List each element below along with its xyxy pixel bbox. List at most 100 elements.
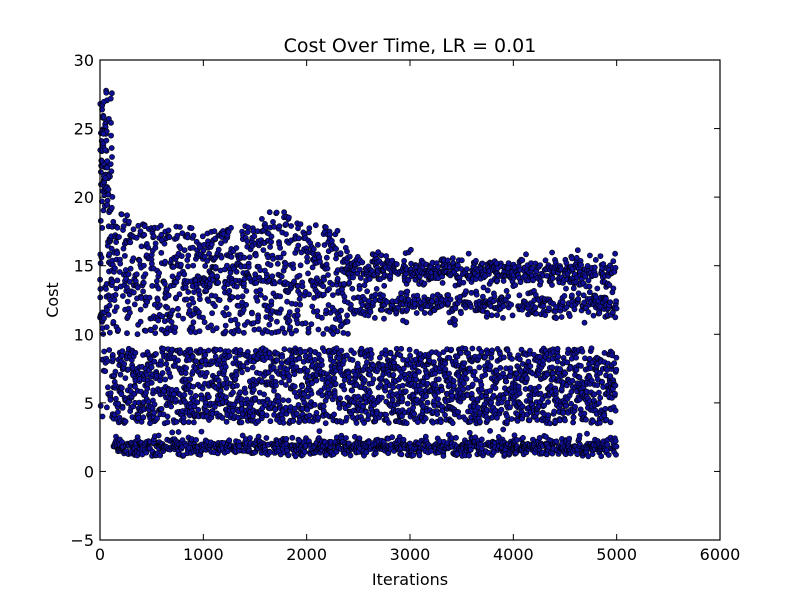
data-point xyxy=(234,294,241,301)
data-point xyxy=(424,380,431,387)
data-point xyxy=(503,378,510,385)
data-point xyxy=(449,420,456,426)
data-point xyxy=(573,354,579,361)
data-point xyxy=(291,371,298,378)
data-point xyxy=(562,370,569,377)
data-point xyxy=(224,262,230,269)
data-point xyxy=(517,356,523,363)
data-point xyxy=(337,395,343,402)
data-point xyxy=(263,412,270,419)
data-point xyxy=(546,305,552,311)
data-point xyxy=(341,386,348,393)
data-point xyxy=(516,390,523,397)
data-point xyxy=(473,291,480,298)
data-point xyxy=(262,295,268,301)
data-point xyxy=(468,303,474,310)
data-point xyxy=(226,437,233,444)
data-point xyxy=(152,324,158,331)
data-point xyxy=(435,396,441,402)
data-point xyxy=(569,377,576,384)
data-point xyxy=(148,379,155,386)
data-point xyxy=(326,286,332,292)
data-point xyxy=(122,418,129,425)
data-point xyxy=(509,312,516,319)
data-point xyxy=(328,237,335,244)
data-point xyxy=(301,448,308,455)
data-point xyxy=(403,319,410,326)
data-point xyxy=(404,288,411,295)
data-point xyxy=(332,393,338,400)
data-point xyxy=(471,368,478,375)
data-point xyxy=(472,257,479,264)
data-point xyxy=(508,355,515,362)
data-point xyxy=(108,245,115,252)
data-point xyxy=(152,240,159,247)
data-point xyxy=(201,253,208,260)
data-point xyxy=(175,312,182,319)
data-point xyxy=(353,420,360,426)
data-point xyxy=(199,385,206,392)
data-point xyxy=(607,299,614,306)
data-point xyxy=(258,215,265,222)
data-point xyxy=(116,234,122,240)
data-point xyxy=(268,233,275,240)
data-point xyxy=(130,255,137,262)
data-point xyxy=(190,262,197,269)
data-point xyxy=(452,305,459,312)
data-point xyxy=(215,246,222,253)
data-point xyxy=(104,404,110,411)
data-point xyxy=(461,360,468,366)
data-point xyxy=(196,296,203,303)
data-point xyxy=(581,319,588,326)
data-point xyxy=(226,352,233,359)
data-point xyxy=(232,316,239,323)
data-point xyxy=(200,247,207,254)
data-point xyxy=(208,322,214,329)
data-point xyxy=(103,89,110,96)
data-point xyxy=(148,260,155,267)
data-point xyxy=(141,223,148,230)
data-point xyxy=(612,407,619,414)
data-point xyxy=(505,260,512,266)
data-point xyxy=(216,297,223,303)
data-point xyxy=(184,234,191,241)
data-point xyxy=(190,299,197,306)
data-point xyxy=(585,309,592,315)
data-point xyxy=(568,388,575,395)
data-point xyxy=(415,368,422,375)
data-point xyxy=(477,418,483,425)
data-point xyxy=(329,292,336,298)
data-point xyxy=(283,435,290,442)
data-point xyxy=(597,419,603,426)
data-point xyxy=(279,353,286,360)
data-point xyxy=(487,362,494,369)
data-point xyxy=(219,414,226,421)
data-point xyxy=(291,278,297,285)
data-point xyxy=(553,438,560,445)
data-point xyxy=(366,389,373,396)
data-point xyxy=(334,275,341,282)
data-point xyxy=(146,294,153,301)
data-point xyxy=(115,326,122,333)
data-point xyxy=(315,414,322,421)
data-point xyxy=(270,218,276,225)
data-point xyxy=(584,430,590,437)
data-point xyxy=(469,345,476,352)
data-point xyxy=(169,429,176,436)
data-point xyxy=(306,412,313,419)
data-point xyxy=(290,418,297,424)
data-point xyxy=(185,419,192,425)
data-point xyxy=(195,406,202,413)
data-point xyxy=(551,408,558,415)
data-point xyxy=(344,330,351,337)
data-point xyxy=(561,292,568,299)
data-point xyxy=(402,388,409,395)
data-point xyxy=(349,387,356,394)
data-point xyxy=(175,429,182,435)
data-point xyxy=(190,319,197,326)
data-point xyxy=(204,257,211,264)
data-point xyxy=(140,288,146,295)
data-point xyxy=(344,312,350,319)
data-point xyxy=(106,347,113,353)
data-point xyxy=(592,256,599,263)
